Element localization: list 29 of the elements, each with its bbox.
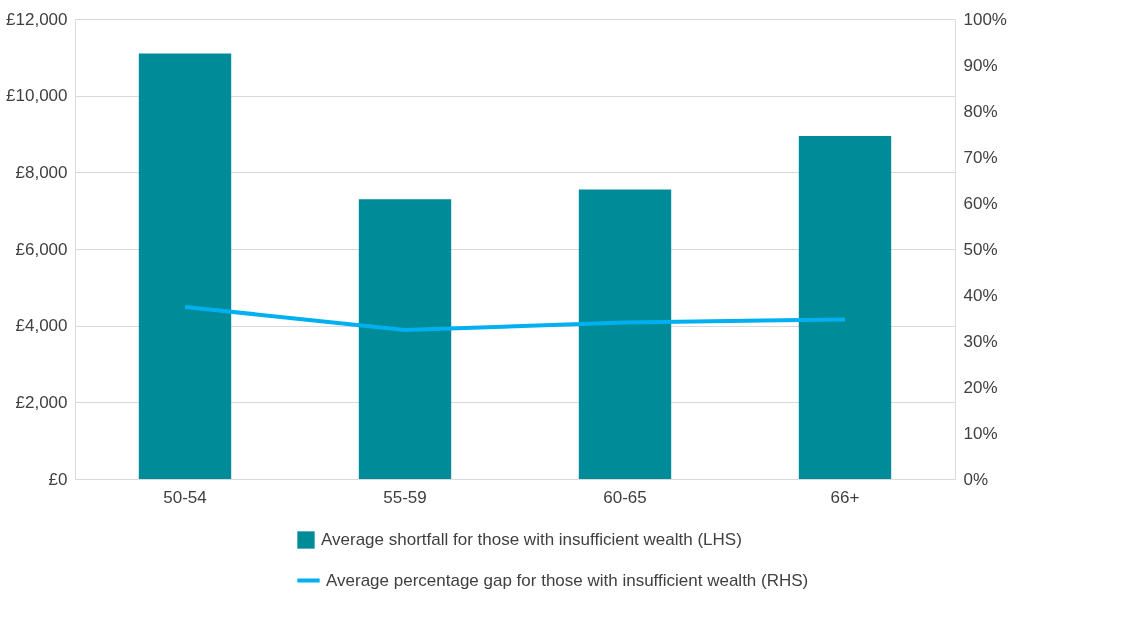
y2-tick-label: 60% [963, 193, 998, 213]
y2-tick-label: 70% [963, 147, 998, 167]
y2-tick-label: 0% [963, 469, 989, 489]
y2-tick-label: 90% [963, 55, 998, 75]
line-series [183, 304, 847, 332]
bar [798, 135, 892, 479]
legend-label: Average shortfall for those with insufficient wealth (LHS) [321, 530, 742, 549]
y2-tick-label: 10% [963, 423, 998, 443]
y-tick-label: £12,000 [6, 9, 68, 29]
y-tick-label: £2,000 [15, 392, 68, 412]
bar [138, 53, 232, 479]
x-tick-label: 55-59 [383, 487, 427, 507]
y-tick-label: £6,000 [15, 239, 68, 259]
bar [358, 199, 452, 479]
y-tick-label: £4,000 [15, 316, 68, 336]
y-tick-label: £8,000 [15, 162, 68, 182]
y-tick-label: £10,000 [6, 86, 68, 106]
x-tick-label: 66+ [830, 487, 860, 507]
y2-tick-label: 50% [963, 239, 998, 259]
y2-tick-label: 100% [963, 9, 1007, 29]
y-tick-label: £0 [48, 469, 68, 489]
y2-tick-label: 20% [963, 377, 998, 397]
x-tick-label: 50-54 [163, 487, 207, 507]
y2-tick-label: 40% [963, 285, 998, 305]
legend-label: Average percentage gap for those with insufficient wealth (RHS) [326, 570, 809, 590]
y2-tick-label: 30% [963, 331, 998, 351]
bar [578, 189, 672, 479]
y2-tick-label: 80% [963, 101, 998, 121]
x-tick-label: 60-65 [603, 487, 647, 507]
